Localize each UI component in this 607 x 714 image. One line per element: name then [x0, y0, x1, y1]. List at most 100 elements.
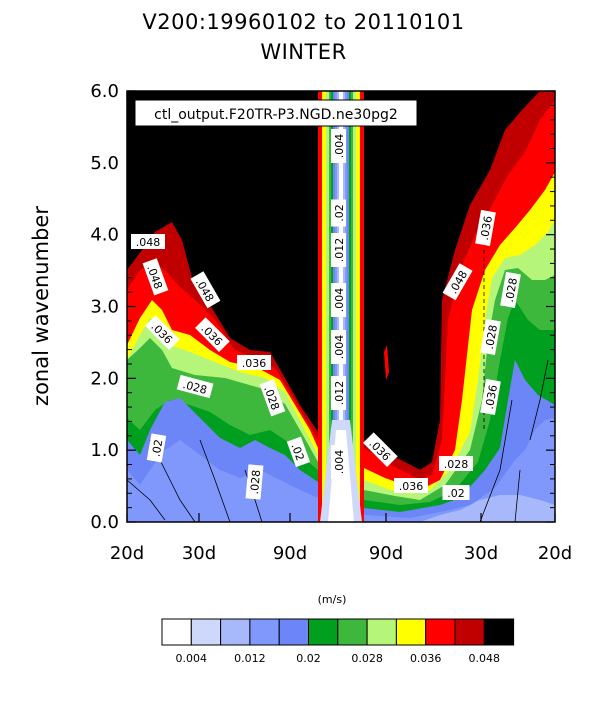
contour-label-bg [439, 456, 473, 471]
contour-label: .036 [394, 478, 428, 493]
colorbar-swatch [395, 618, 427, 646]
contour-label-text: .028 [444, 458, 469, 471]
contour-label: .048 [131, 234, 165, 249]
contour-label-bg [259, 379, 286, 417]
colorbar-swatch [278, 618, 310, 646]
colorbar-swatch [249, 618, 280, 646]
contour-label-text: .02 [150, 438, 166, 457]
contour-label-text: .036 [399, 480, 424, 493]
x-tick-label: 30d [182, 543, 216, 564]
contour-label: .004 [331, 129, 346, 163]
contour-label-bg [142, 258, 169, 296]
contour-label-bg [146, 433, 167, 463]
contour-label-bg [331, 199, 346, 227]
contour-label-bg [442, 485, 470, 500]
colorbar-label: 0.048 [469, 652, 501, 665]
contour-label-bg [237, 355, 271, 370]
y-tick-label: 1.0 [90, 440, 119, 461]
contour-label-bg [331, 233, 346, 267]
contour-label-bg [176, 374, 214, 399]
contour-label-text: .012 [333, 238, 346, 263]
colorbar-swatch [366, 618, 397, 646]
contour-label: .028 [245, 464, 264, 500]
colorbar-label: 0.036 [410, 652, 442, 665]
contour-label-text: .004 [333, 288, 346, 313]
contour-label-bg [331, 445, 346, 479]
contour-label: .004 [331, 445, 346, 479]
contour-label: .036 [480, 378, 501, 415]
contour-label: .012 [331, 376, 346, 410]
y-axis-label: zonal wavenumber [29, 206, 53, 406]
contour-label-bg [331, 330, 346, 364]
colorbar-swatch [425, 618, 456, 646]
colorbar-swatch [308, 618, 339, 646]
colorbar-label: 0.02 [296, 652, 321, 665]
right-small-red-speck [384, 345, 389, 380]
contour-label-bg [245, 464, 264, 500]
y-tick-label: 5.0 [90, 153, 119, 174]
contour-label-bg [500, 271, 521, 308]
contour-label-bg [190, 271, 221, 309]
y-axis: 0.0 1.0 2.0 3.0 4.0 5.0 6.0 [90, 81, 555, 533]
colorbar-label: 0.004 [176, 652, 208, 665]
colorbar-swatch [483, 618, 515, 646]
contour-label-bg [363, 432, 398, 467]
contour-label-bg [480, 318, 501, 355]
colorbar-swatch [337, 618, 368, 646]
x-tick-label: 30d [464, 543, 498, 564]
contour-label-bg [480, 378, 501, 415]
contour-label-bg [442, 263, 473, 301]
chart-subtitle: ctl_output.F20TR-P3.NGD.ne30pg2 [154, 107, 398, 123]
contour-label: .02 [146, 433, 167, 463]
colorbar: 0.004 0.012 0.02 0.028 0.036 0.048 [161, 618, 515, 665]
colorbar-swatch [220, 618, 251, 646]
colorbar-swatch [190, 618, 222, 646]
contour-label: .028 [500, 271, 521, 308]
x-tick-label: 90d [273, 543, 307, 564]
contour-label-bg [394, 478, 428, 493]
contour-label-bg [475, 209, 496, 246]
contour-label-text: .02 [333, 204, 346, 222]
contour-label-text: .028 [483, 324, 500, 350]
contour-label-bg [331, 283, 346, 317]
chart-title-line1: V200:19960102 to 20110101 [142, 10, 465, 34]
colorbar-swatch [454, 618, 485, 646]
contour-label-bg [331, 129, 346, 163]
right-band-blue3 [420, 495, 555, 522]
x-tick-label: 20d [538, 543, 572, 564]
contour-label-text: .028 [181, 378, 208, 397]
contour-label-text: .036 [478, 215, 495, 241]
contour-label-bg [145, 315, 180, 350]
colorbar-units: (m/s) [318, 593, 347, 606]
y-tick-label: 3.0 [90, 297, 119, 318]
contour-label-text: .02 [447, 487, 465, 500]
contour-label-bg [331, 376, 346, 410]
contour-label-text: .004 [333, 335, 346, 360]
contour-label: .028 [480, 318, 501, 355]
contour-label: .036 [237, 355, 271, 370]
contour-label: .02 [286, 436, 311, 468]
contour-label: .036 [475, 209, 496, 246]
contour-label-bg [131, 234, 165, 249]
contour-label: .028 [176, 374, 214, 399]
chart-title-line2: WINTER [260, 40, 347, 64]
y-tick-label: 6.0 [90, 81, 119, 102]
contour-label-text: .004 [333, 450, 346, 475]
left-band-blue2 [127, 440, 318, 522]
contour-label-text: .028 [503, 277, 520, 303]
contour-label-text: .004 [333, 134, 346, 159]
contour-label: .004 [331, 330, 346, 364]
subtitle-box [134, 99, 418, 127]
contour-label-text: .036 [242, 357, 267, 370]
contour-label: .004 [331, 283, 346, 317]
contour-label-text: .048 [136, 236, 161, 249]
colorbar-swatch [161, 618, 192, 646]
contour-label-text: .028 [248, 469, 263, 495]
colorbar-label: 0.012 [234, 652, 266, 665]
x-axis: 20d 30d 90d 90d 30d 20d [110, 91, 572, 564]
contour-label-bg [286, 436, 311, 468]
x-tick-label: 90d [369, 543, 403, 564]
colorbar-label: 0.028 [351, 652, 383, 665]
y-tick-label: 0.0 [90, 512, 119, 533]
